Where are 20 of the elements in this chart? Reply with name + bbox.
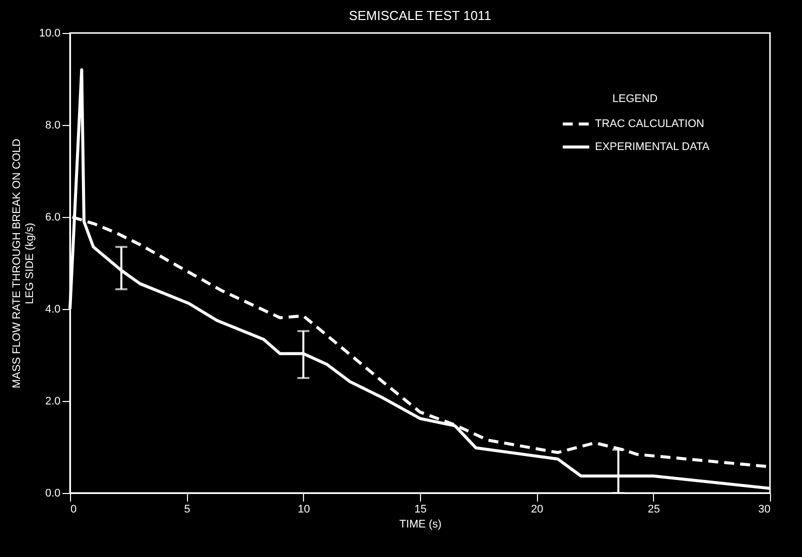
x-tick-label: 0	[70, 504, 77, 516]
legend-label: EXPERIMENTAL DATA	[595, 141, 710, 153]
y-tick-label: 2.0	[45, 396, 60, 408]
text: LEG SIDE (kg/s)	[24, 222, 36, 304]
legend-label: TRAC CALCULATION	[595, 118, 704, 130]
y-tick-label: 4.0	[45, 304, 60, 316]
x-tick-label: 10	[298, 504, 310, 516]
x-tick-label: 30	[758, 504, 770, 516]
legend-title: LEGEND	[612, 93, 658, 105]
x-tick-label: 5	[184, 504, 190, 516]
x-axis-title: TIME (s)	[399, 518, 442, 530]
x-tick-label: 15	[414, 504, 427, 516]
x-tick-label: 25	[648, 504, 660, 516]
y-tick-label: 10.0	[39, 28, 60, 40]
y-tick-label: 8.0	[45, 120, 60, 132]
text: MASS FLOW RATE THROUGH BREAK ON COLD	[11, 138, 24, 388]
x-tick-label: 20	[531, 504, 544, 516]
y-tick-label: 0.0	[45, 488, 60, 500]
chart-title: SEMISCALE TEST 1011	[348, 8, 492, 23]
y-tick-label: 6.0	[45, 212, 60, 224]
